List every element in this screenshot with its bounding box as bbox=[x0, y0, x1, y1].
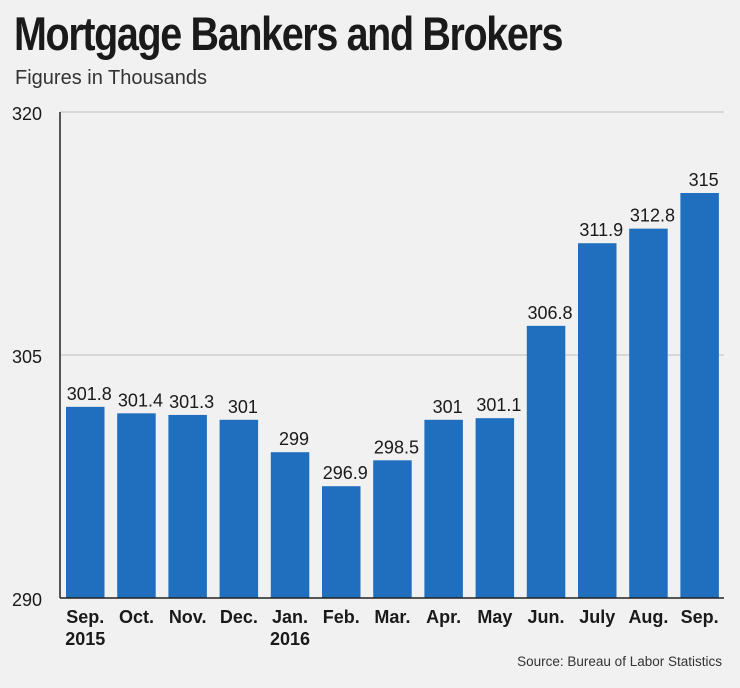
source-note: Source: Bureau of Labor Statistics bbox=[517, 654, 722, 669]
bar-value-label: 306.8 bbox=[528, 303, 573, 323]
bar-value-label: 298.5 bbox=[374, 437, 419, 457]
y-tick-label: 320 bbox=[12, 104, 42, 124]
bar bbox=[322, 486, 361, 598]
x-tick-label: July bbox=[579, 607, 615, 627]
bar-value-label: 301 bbox=[433, 397, 463, 417]
x-tick-label: Jun. bbox=[528, 607, 565, 627]
bar bbox=[680, 193, 719, 598]
x-tick-label: Apr. bbox=[426, 607, 461, 627]
x-tick-label: 2015 bbox=[65, 629, 105, 649]
bar bbox=[424, 419, 463, 598]
y-tick-label: 290 bbox=[12, 590, 42, 610]
x-tick-label: Oct. bbox=[119, 607, 154, 627]
x-tick-label: Sep. bbox=[681, 607, 719, 627]
x-tick-label: Sep. bbox=[66, 607, 104, 627]
bar bbox=[526, 325, 566, 598]
y-tick-label: 305 bbox=[12, 347, 42, 367]
x-tick-label: Aug. bbox=[628, 607, 668, 627]
bar-value-label: 296.9 bbox=[323, 463, 368, 483]
x-tick-label: Nov. bbox=[169, 607, 207, 627]
bar-value-label: 301.4 bbox=[118, 390, 163, 410]
x-tick-label: Dec. bbox=[220, 607, 258, 627]
bar-value-label: 301.3 bbox=[169, 392, 214, 412]
bar bbox=[219, 419, 259, 598]
bar bbox=[373, 460, 412, 598]
bar-value-label: 315 bbox=[689, 170, 719, 190]
bar bbox=[629, 228, 668, 598]
bar-value-label: 301.1 bbox=[476, 395, 521, 415]
x-tick-label: Mar. bbox=[374, 607, 410, 627]
bar-value-label: 311.9 bbox=[579, 220, 623, 240]
bar bbox=[270, 452, 310, 598]
bar-value-label: 301.8 bbox=[67, 384, 112, 404]
x-tick-label: Feb. bbox=[323, 607, 360, 627]
bar bbox=[117, 413, 156, 598]
bar bbox=[168, 414, 207, 598]
bar-value-label: 299 bbox=[279, 429, 309, 449]
x-tick-label: 2016 bbox=[270, 629, 310, 649]
x-tick-label: May bbox=[477, 607, 512, 627]
chart-subtitle: Figures in Thousands bbox=[15, 67, 207, 89]
bar-value-label: 301 bbox=[228, 397, 258, 417]
bar-value-label: 312.8 bbox=[630, 206, 675, 226]
chart-title: Mortgage Bankers and Brokers bbox=[14, 7, 564, 60]
bar bbox=[475, 418, 515, 598]
bar bbox=[578, 243, 617, 598]
bar bbox=[66, 406, 105, 598]
x-tick-label: Jan. bbox=[272, 607, 308, 627]
